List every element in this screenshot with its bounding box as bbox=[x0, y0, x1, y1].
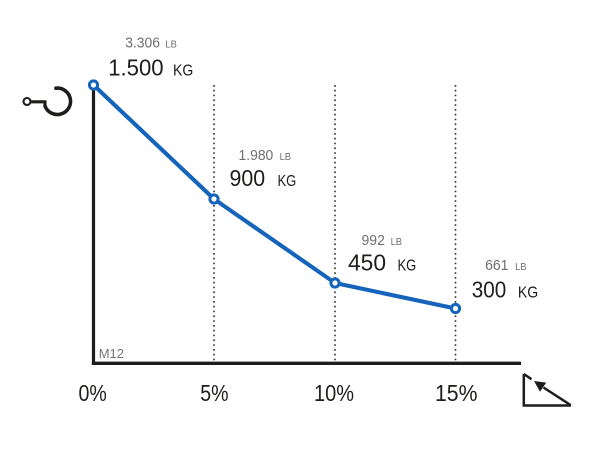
svg-text:LB: LB bbox=[165, 39, 176, 51]
svg-text:661: 661 bbox=[485, 258, 508, 274]
svg-text:0%: 0% bbox=[79, 380, 107, 406]
svg-text:15%: 15% bbox=[435, 380, 478, 406]
svg-text:5%: 5% bbox=[200, 380, 228, 406]
svg-text:LB: LB bbox=[515, 261, 526, 273]
svg-text:LB: LB bbox=[391, 236, 402, 248]
svg-text:KG: KG bbox=[173, 63, 193, 80]
svg-text:10%: 10% bbox=[314, 380, 354, 406]
svg-text:M12: M12 bbox=[99, 346, 124, 361]
svg-text:3.306: 3.306 bbox=[125, 36, 160, 52]
svg-text:KG: KG bbox=[398, 257, 417, 274]
svg-text:450: 450 bbox=[348, 249, 386, 275]
svg-text:KG: KG bbox=[278, 173, 297, 190]
svg-text:300: 300 bbox=[472, 277, 507, 303]
svg-text:1.500: 1.500 bbox=[108, 55, 163, 81]
svg-text:1.980: 1.980 bbox=[239, 148, 274, 164]
svg-text:LB: LB bbox=[280, 151, 291, 163]
svg-text:KG: KG bbox=[518, 285, 538, 302]
svg-text:992: 992 bbox=[362, 233, 385, 249]
svg-text:900: 900 bbox=[230, 165, 266, 191]
